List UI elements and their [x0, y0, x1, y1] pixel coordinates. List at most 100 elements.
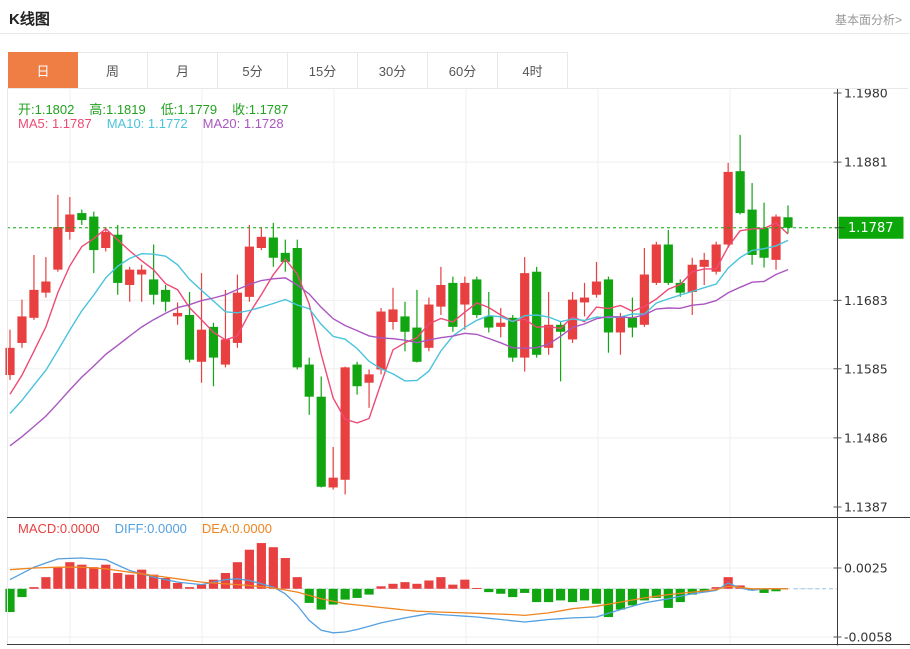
- tab-日[interactable]: 日: [8, 52, 78, 88]
- candle[interactable]: [699, 259, 709, 267]
- candle[interactable]: [591, 281, 602, 295]
- macd-bar[interactable]: [125, 574, 135, 589]
- candle[interactable]: [711, 244, 721, 272]
- candle[interactable]: [77, 213, 87, 221]
- macd-bar[interactable]: [448, 584, 458, 589]
- macd-bar[interactable]: [675, 588, 685, 603]
- candle[interactable]: [244, 246, 254, 297]
- candle[interactable]: [436, 284, 446, 307]
- candle[interactable]: [53, 227, 63, 270]
- macd-bar[interactable]: [77, 564, 87, 589]
- candle[interactable]: [292, 247, 302, 368]
- tab-月[interactable]: 月: [148, 52, 218, 88]
- candle[interactable]: [268, 237, 278, 258]
- candle[interactable]: [89, 216, 99, 251]
- candle[interactable]: [125, 269, 135, 285]
- macd-bar[interactable]: [65, 562, 75, 589]
- candle[interactable]: [388, 309, 398, 322]
- candle[interactable]: [5, 347, 15, 376]
- candle[interactable]: [771, 216, 781, 260]
- macd-bar[interactable]: [460, 579, 470, 589]
- fundamental-analysis-link[interactable]: 基本面分析>: [834, 13, 902, 27]
- candle[interactable]: [65, 214, 75, 232]
- candle[interactable]: [161, 289, 171, 302]
- macd-bar[interactable]: [220, 572, 231, 589]
- candle[interactable]: [316, 396, 326, 487]
- macd-bar[interactable]: [484, 588, 494, 593]
- macd-bar[interactable]: [53, 567, 63, 589]
- candle[interactable]: [508, 317, 518, 358]
- candle[interactable]: [496, 322, 506, 327]
- macd-bar[interactable]: [328, 588, 338, 605]
- candle[interactable]: [627, 317, 637, 328]
- candle[interactable]: [29, 289, 39, 318]
- macd-bar[interactable]: [196, 584, 207, 589]
- macd-bar[interactable]: [424, 580, 434, 589]
- macd-bar[interactable]: [376, 586, 386, 589]
- macd-bar[interactable]: [627, 588, 637, 606]
- macd-bar[interactable]: [711, 587, 721, 589]
- macd-bar[interactable]: [89, 567, 99, 589]
- macd-bar[interactable]: [771, 588, 781, 592]
- macd-bar[interactable]: [579, 588, 590, 601]
- candle[interactable]: [172, 312, 183, 317]
- candle[interactable]: [17, 316, 27, 343]
- macd-bar[interactable]: [292, 577, 302, 589]
- candle[interactable]: [735, 171, 745, 214]
- candle[interactable]: [723, 171, 733, 245]
- macd-bar[interactable]: [232, 562, 243, 589]
- candle[interactable]: [484, 316, 494, 328]
- candle[interactable]: [615, 316, 626, 333]
- macd-bar[interactable]: [340, 588, 350, 600]
- tab-15分[interactable]: 15分: [288, 52, 358, 88]
- candle[interactable]: [340, 367, 350, 480]
- macd-bar[interactable]: [508, 588, 518, 598]
- macd-bar[interactable]: [17, 588, 27, 598]
- macd-bar[interactable]: [591, 588, 602, 604]
- candle[interactable]: [256, 236, 266, 248]
- candle[interactable]: [783, 217, 793, 228]
- macd-bar[interactable]: [759, 588, 769, 593]
- macd-bar[interactable]: [101, 564, 111, 589]
- macd-bar[interactable]: [400, 582, 410, 589]
- candle[interactable]: [532, 271, 542, 355]
- candle[interactable]: [639, 274, 649, 325]
- macd-bar[interactable]: [184, 587, 195, 589]
- candle[interactable]: [544, 324, 554, 348]
- macd-bar[interactable]: [388, 583, 398, 589]
- macd-bar[interactable]: [5, 588, 15, 613]
- candle[interactable]: [220, 339, 231, 365]
- macd-bar[interactable]: [532, 588, 542, 603]
- candle[interactable]: [675, 282, 685, 293]
- candle[interactable]: [41, 281, 51, 293]
- macd-bar[interactable]: [496, 588, 506, 594]
- macd-bar[interactable]: [161, 577, 171, 589]
- macd-bar[interactable]: [544, 588, 554, 603]
- macd-bar[interactable]: [412, 583, 422, 589]
- macd-bar[interactable]: [520, 588, 530, 593]
- macd-bar[interactable]: [137, 569, 147, 589]
- tab-周[interactable]: 周: [78, 52, 148, 88]
- macd-bar[interactable]: [113, 572, 123, 589]
- macd-bar[interactable]: [352, 588, 362, 598]
- candle[interactable]: [412, 327, 422, 362]
- tab-5分[interactable]: 5分: [218, 52, 288, 88]
- macd-bar[interactable]: [639, 588, 649, 601]
- tab-30分[interactable]: 30分: [358, 52, 428, 88]
- macd-bar[interactable]: [364, 588, 374, 595]
- candle[interactable]: [113, 234, 123, 283]
- tab-4时[interactable]: 4时: [498, 52, 568, 88]
- candle[interactable]: [579, 297, 590, 303]
- candle[interactable]: [376, 311, 386, 370]
- macd-bar[interactable]: [268, 547, 278, 589]
- macd-bar[interactable]: [29, 587, 39, 589]
- macd-bar[interactable]: [280, 558, 290, 589]
- candle[interactable]: [687, 264, 697, 292]
- macd-bar[interactable]: [747, 588, 757, 591]
- macd-bar[interactable]: [603, 588, 614, 618]
- macd-bar[interactable]: [244, 549, 254, 589]
- candle[interactable]: [101, 231, 111, 248]
- macd-bar[interactable]: [208, 579, 219, 589]
- candle[interactable]: [328, 477, 338, 488]
